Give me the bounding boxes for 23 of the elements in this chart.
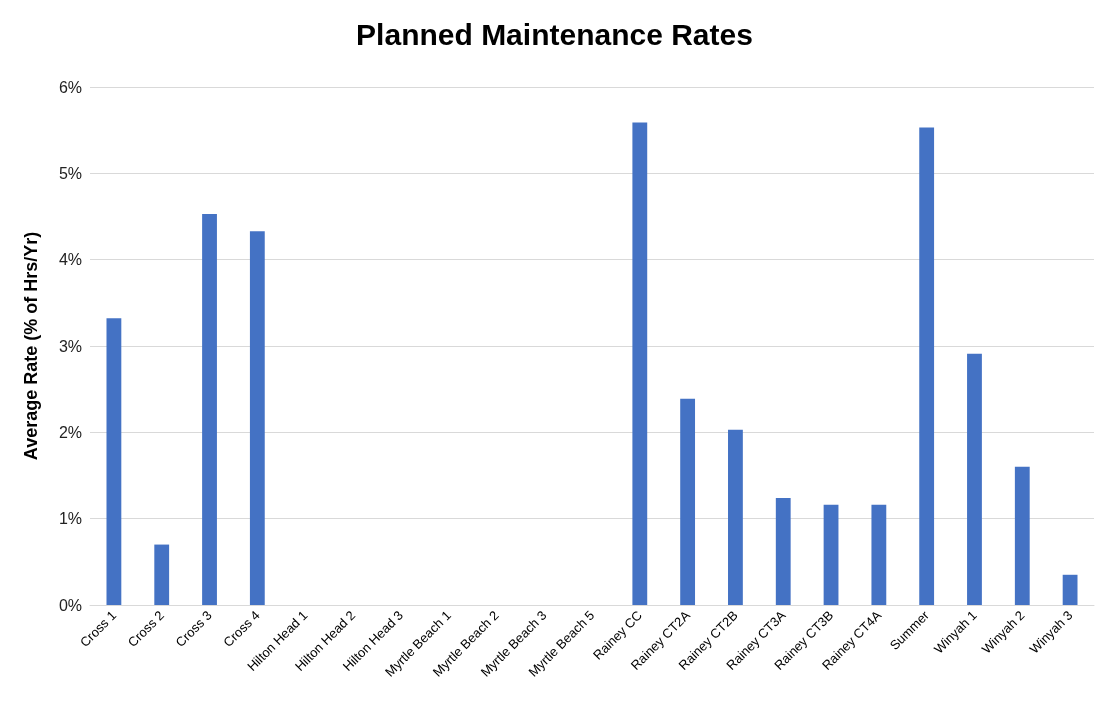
bar bbox=[202, 213, 217, 605]
y-tick-label: 4% bbox=[58, 251, 82, 269]
y-tick-label: 0% bbox=[58, 596, 82, 614]
bar bbox=[967, 353, 982, 605]
bar bbox=[632, 122, 648, 605]
bar bbox=[823, 504, 839, 605]
y-tick-label: 2% bbox=[58, 423, 82, 441]
y-tick-label: 5% bbox=[58, 164, 82, 182]
y-axis-title: Average Rate (% of Hrs/Yr) bbox=[21, 231, 41, 461]
bar bbox=[919, 127, 935, 605]
bar bbox=[249, 231, 265, 605]
bar bbox=[1062, 574, 1078, 605]
y-tick-label: 1% bbox=[58, 510, 82, 528]
y-tick-label: 6% bbox=[58, 78, 82, 96]
bar bbox=[154, 544, 170, 605]
bar bbox=[680, 398, 696, 605]
bar bbox=[1014, 466, 1030, 605]
chart-title: Planned Maintenance Rates bbox=[356, 17, 753, 51]
bar bbox=[106, 318, 122, 605]
y-tick-label: 3% bbox=[58, 337, 82, 355]
bar bbox=[775, 497, 791, 605]
bar bbox=[728, 429, 743, 605]
bar bbox=[871, 504, 887, 605]
